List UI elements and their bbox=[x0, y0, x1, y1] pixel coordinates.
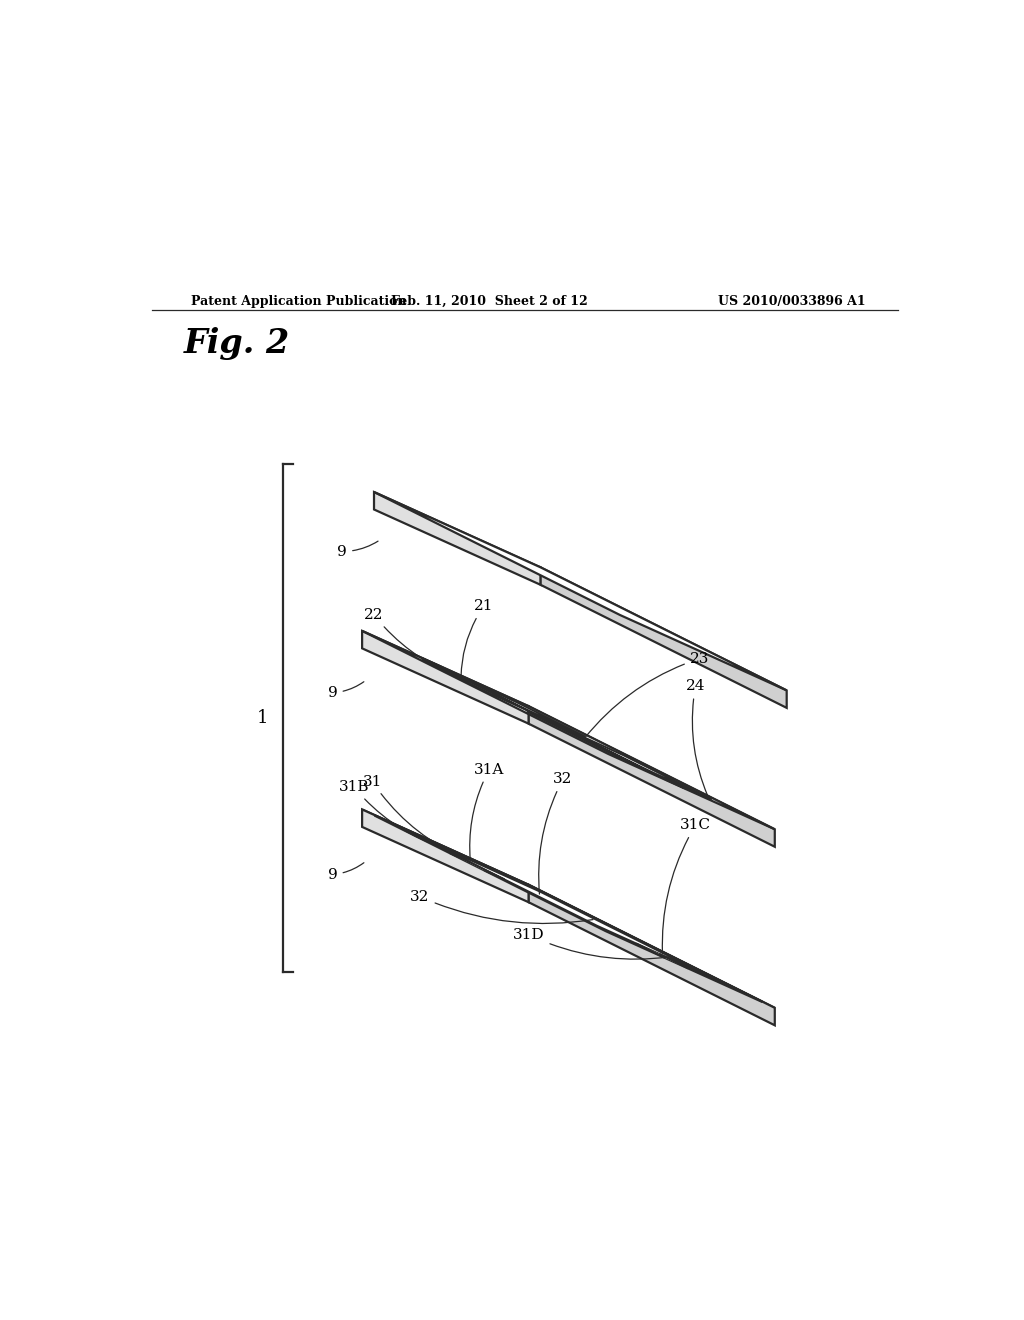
Text: 31A: 31A bbox=[470, 763, 504, 861]
Polygon shape bbox=[541, 568, 786, 708]
Text: 22: 22 bbox=[365, 609, 464, 678]
Text: 32: 32 bbox=[411, 890, 593, 924]
Text: 23: 23 bbox=[585, 652, 709, 738]
Text: 1: 1 bbox=[257, 709, 268, 727]
Polygon shape bbox=[375, 816, 763, 1002]
Polygon shape bbox=[420, 837, 717, 979]
Text: 31D: 31D bbox=[513, 928, 669, 960]
Text: 21: 21 bbox=[461, 599, 494, 676]
Text: 9: 9 bbox=[337, 541, 378, 558]
Polygon shape bbox=[528, 884, 775, 1026]
Polygon shape bbox=[362, 809, 528, 903]
Text: 24: 24 bbox=[686, 680, 708, 796]
Text: 32: 32 bbox=[539, 772, 572, 894]
Polygon shape bbox=[422, 659, 586, 737]
Polygon shape bbox=[374, 492, 541, 585]
Text: Fig. 2: Fig. 2 bbox=[183, 327, 290, 360]
Polygon shape bbox=[637, 944, 687, 968]
Text: 31B: 31B bbox=[339, 780, 442, 847]
Polygon shape bbox=[362, 809, 775, 1008]
Text: 31: 31 bbox=[362, 775, 464, 858]
Polygon shape bbox=[362, 631, 528, 723]
Text: 9: 9 bbox=[328, 681, 364, 700]
Text: 31C: 31C bbox=[663, 818, 711, 953]
Text: Patent Application Publication: Patent Application Publication bbox=[191, 296, 407, 308]
Text: US 2010/0033896 A1: US 2010/0033896 A1 bbox=[719, 296, 866, 308]
Polygon shape bbox=[362, 631, 775, 829]
Text: 9: 9 bbox=[328, 863, 364, 882]
Polygon shape bbox=[526, 711, 712, 800]
Text: Feb. 11, 2010  Sheet 2 of 12: Feb. 11, 2010 Sheet 2 of 12 bbox=[391, 296, 588, 308]
Polygon shape bbox=[422, 659, 685, 788]
Polygon shape bbox=[374, 492, 786, 690]
Polygon shape bbox=[528, 706, 775, 846]
Polygon shape bbox=[451, 854, 504, 879]
